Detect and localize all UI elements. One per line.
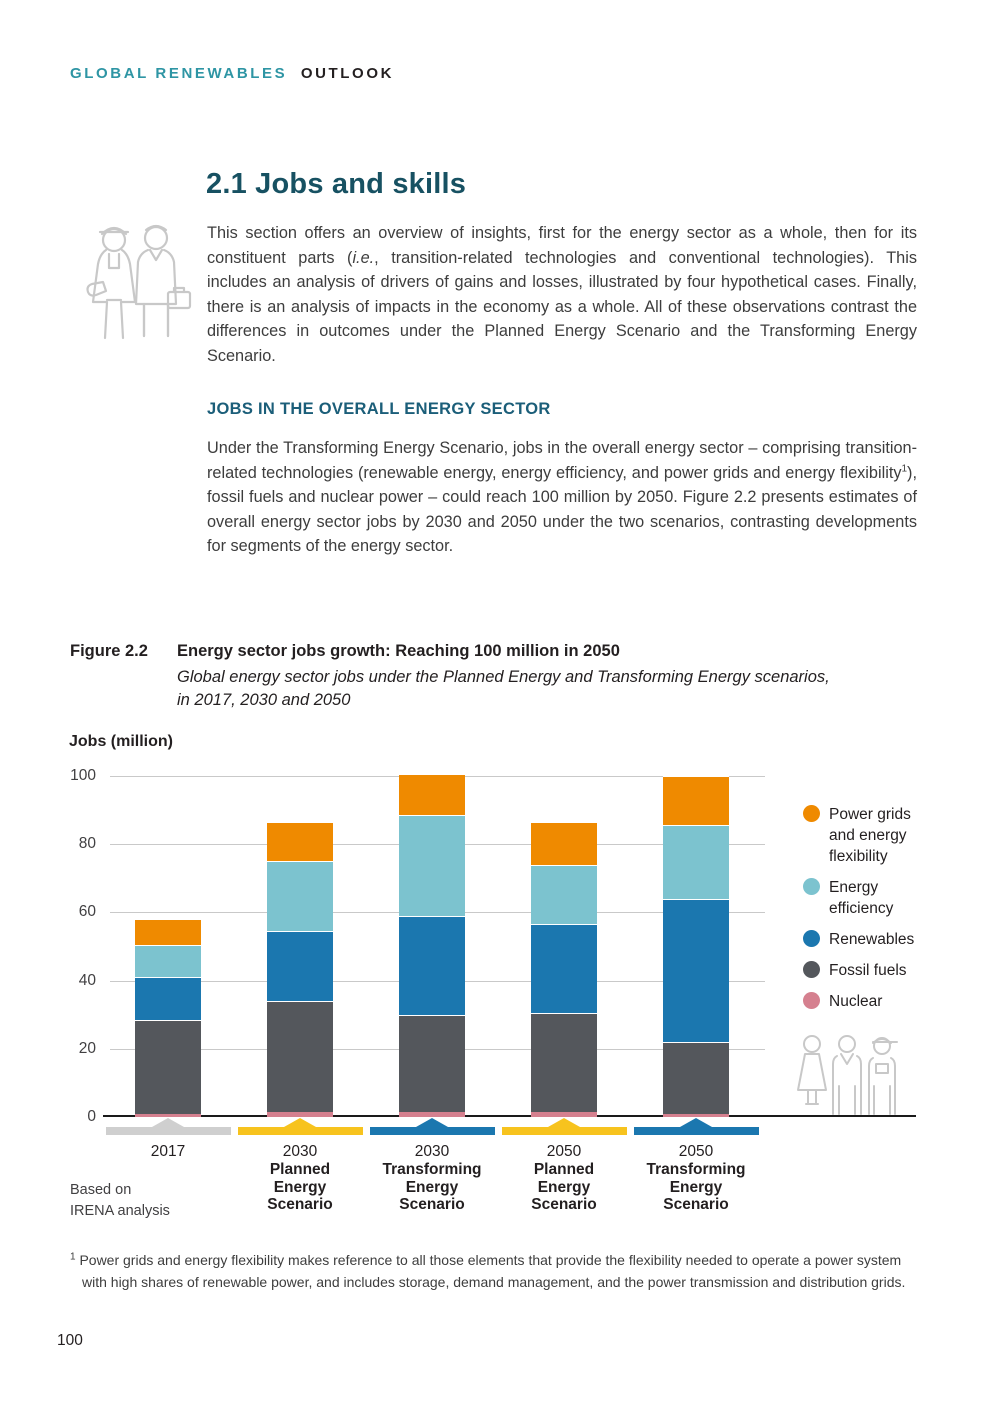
bar-segment-power-grids-and-energy-flexibility bbox=[663, 776, 729, 826]
bar-segment-nuclear bbox=[399, 1111, 465, 1117]
scenario-marker-band bbox=[105, 1127, 231, 1135]
people-icon bbox=[795, 1034, 899, 1116]
x-axis-label: 2050 Transforming Energy Scenario bbox=[621, 1143, 771, 1214]
bar-segment-fossil-fuels bbox=[135, 1019, 201, 1114]
bar-segment-renewables bbox=[135, 977, 201, 1020]
workers-icon bbox=[80, 214, 192, 340]
y-tick-label: 100 bbox=[70, 767, 96, 784]
x-label-scenario-line: Energy bbox=[405, 1178, 459, 1196]
x-label-scenario-line: Scenario bbox=[399, 1196, 465, 1213]
bar-segment-fossil-fuels bbox=[399, 1014, 465, 1112]
legend-item: Energy efficiency bbox=[803, 877, 993, 919]
bar-segment-power-grids-and-energy-flexibility bbox=[531, 822, 597, 865]
x-axis-label: 2017 bbox=[93, 1143, 243, 1161]
legend-label: Energy efficiency bbox=[829, 879, 894, 917]
chart-legend: Power grids and energy flexibility Energy ef… bbox=[803, 804, 993, 1022]
x-label-year: 2050 bbox=[678, 1143, 714, 1160]
legend-swatch bbox=[803, 805, 820, 822]
bar-segment-nuclear bbox=[135, 1113, 201, 1117]
figure-label: Figure 2.2 bbox=[70, 642, 148, 660]
bar-segment-fossil-fuels bbox=[267, 1001, 333, 1112]
bar-segment-nuclear bbox=[531, 1111, 597, 1117]
bar-segment-energy-efficiency bbox=[663, 825, 729, 899]
x-label-scenario-line: Planned bbox=[269, 1161, 331, 1178]
scenario-marker-triangle bbox=[284, 1118, 316, 1127]
bar-segment-nuclear bbox=[663, 1113, 729, 1117]
y-tick-label: 80 bbox=[78, 835, 96, 852]
subsection-heading: JOBS IN THE OVERALL ENERGY SECTOR bbox=[207, 400, 551, 418]
bar-segment-renewables bbox=[399, 915, 465, 1015]
x-axis-label: 2030 Transforming Energy Scenario bbox=[357, 1143, 507, 1214]
x-label-scenario-line: Energy bbox=[273, 1178, 327, 1196]
running-header: GLOBAL RENEWABLES OUTLOOK bbox=[70, 65, 394, 82]
x-label-scenario-line: Energy bbox=[537, 1178, 591, 1196]
legend-swatch bbox=[803, 992, 820, 1009]
x-label-scenario-line: Scenario bbox=[267, 1196, 333, 1213]
bar-segment-nuclear bbox=[267, 1111, 333, 1117]
scenario-marker-band bbox=[501, 1127, 627, 1135]
x-label-scenario-line: Scenario bbox=[663, 1196, 729, 1213]
x-axis-label: 2050 Planned Energy Scenario bbox=[489, 1143, 639, 1214]
section-title: 2.1 Jobs and skills bbox=[206, 168, 467, 200]
x-label-year: 2030 bbox=[282, 1143, 318, 1160]
x-label-scenario-line: Planned bbox=[533, 1161, 595, 1178]
bar-segment-renewables bbox=[663, 898, 729, 1042]
legend-item: Nuclear bbox=[803, 991, 993, 1012]
bar-segment-renewables bbox=[267, 931, 333, 1002]
scenario-marker-triangle bbox=[680, 1118, 712, 1127]
scenario-marker-triangle bbox=[416, 1118, 448, 1127]
scenario-marker-triangle bbox=[152, 1118, 184, 1127]
y-tick-label: 20 bbox=[78, 1040, 96, 1057]
bar-segment-energy-efficiency bbox=[399, 815, 465, 916]
legend-item: Renewables bbox=[803, 929, 993, 950]
scenario-marker-triangle bbox=[548, 1118, 580, 1127]
x-axis-line bbox=[103, 1115, 916, 1117]
bar-segment-energy-efficiency bbox=[531, 864, 597, 925]
bar-segment-power-grids-and-energy-flexibility bbox=[267, 822, 333, 862]
scenario-marker-band bbox=[369, 1127, 495, 1135]
y-tick-label: 60 bbox=[78, 903, 96, 920]
legend-label: Fossil fuels bbox=[829, 962, 907, 979]
body-paragraph: Under the Transforming Energy Scenario, … bbox=[207, 439, 917, 556]
bar-segment-fossil-fuels bbox=[663, 1041, 729, 1114]
x-label-scenario-line: Transforming bbox=[382, 1161, 482, 1178]
x-label-year: 2017 bbox=[150, 1143, 186, 1160]
y-axis-title: Jobs (million) bbox=[69, 733, 173, 750]
footnote: 1 Power grids and energy flexibility mak… bbox=[70, 1251, 906, 1290]
intro-paragraph: This section offers an overview of insig… bbox=[207, 224, 917, 365]
brand-right: OUTLOOK bbox=[300, 65, 395, 82]
x-label-year: 2030 bbox=[414, 1143, 450, 1160]
bar-segment-energy-efficiency bbox=[135, 944, 201, 978]
legend-item: Power grids and energy flexibility bbox=[803, 804, 993, 867]
bar-segment-power-grids-and-energy-flexibility bbox=[399, 774, 465, 816]
brand-left: GLOBAL RENEWABLES bbox=[70, 65, 288, 82]
y-tick-label: 0 bbox=[87, 1108, 96, 1125]
legend-label: Renewables bbox=[829, 931, 915, 948]
bar-segment-renewables bbox=[531, 924, 597, 1013]
page-number: 100 bbox=[57, 1332, 83, 1349]
bar-segment-fossil-fuels bbox=[531, 1012, 597, 1112]
bar-segment-power-grids-and-energy-flexibility bbox=[135, 919, 201, 945]
figure-title: Energy sector jobs growth: Reaching 100 … bbox=[177, 642, 620, 660]
legend-label: Power grids and energy flexibility bbox=[829, 806, 911, 865]
legend-swatch bbox=[803, 930, 820, 947]
scenario-marker-band bbox=[633, 1127, 759, 1135]
legend-item: Fossil fuels bbox=[803, 960, 993, 981]
legend-swatch bbox=[803, 878, 820, 895]
x-label-scenario-line: Transforming bbox=[646, 1161, 746, 1178]
x-label-scenario-line: Energy bbox=[669, 1178, 723, 1196]
legend-swatch bbox=[803, 961, 820, 978]
source-note: Based on IRENA analysis bbox=[70, 1182, 170, 1219]
scenario-marker-band bbox=[237, 1127, 363, 1135]
bar-segment-energy-efficiency bbox=[267, 861, 333, 932]
figure-subtitle: Global energy sector jobs under the Plan… bbox=[177, 668, 830, 709]
x-axis-label: 2030 Planned Energy Scenario bbox=[225, 1143, 375, 1214]
x-label-year: 2050 bbox=[546, 1143, 582, 1160]
legend-label: Nuclear bbox=[829, 993, 883, 1010]
x-label-scenario-line: Scenario bbox=[531, 1196, 597, 1213]
y-tick-label: 40 bbox=[78, 972, 96, 989]
